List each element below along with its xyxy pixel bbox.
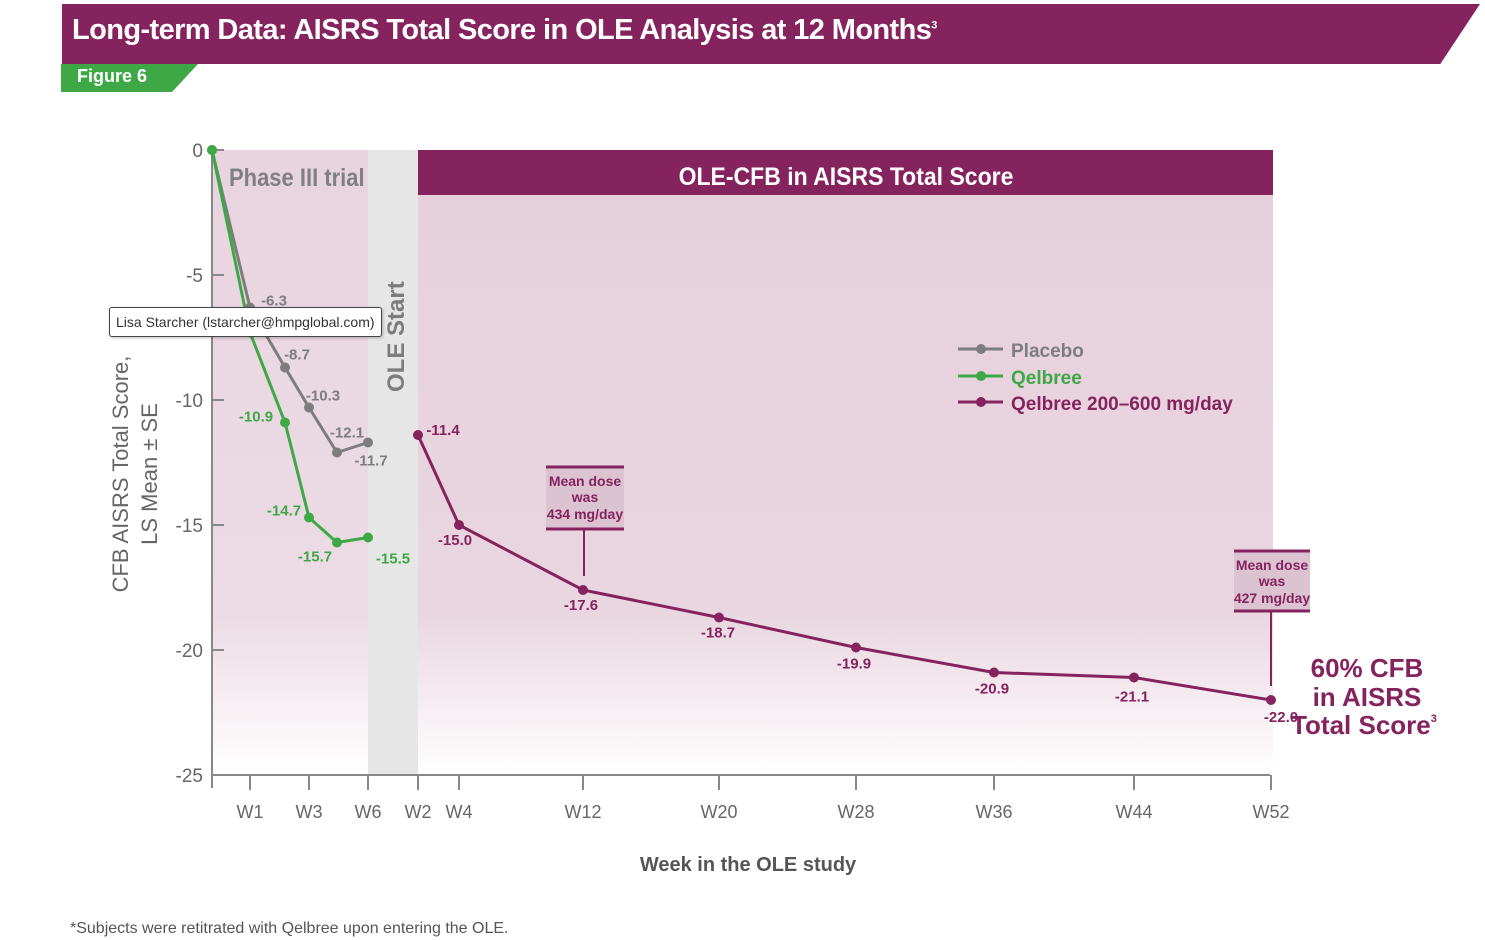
data-point-placebo: [280, 362, 290, 373]
x-tick-label: W1: [237, 802, 264, 822]
legend-label-placebo: Placebo: [1011, 341, 1084, 362]
x-tick-label: W36: [975, 802, 1012, 822]
x-tick-label: W52: [1252, 802, 1289, 822]
data-point-qelbree-dose: [578, 585, 588, 595]
data-label-placebo: -6.3: [261, 293, 287, 310]
series-line-qelbree: [210, 149, 369, 544]
ole-start-label: OLE Start: [383, 281, 410, 392]
x-tick-label: W4: [446, 802, 473, 822]
annotation-dose-427: Mean dose was 427 mg/day: [1234, 549, 1310, 613]
data-label-qelbree: -10.9: [239, 409, 273, 426]
data-point-placebo: [304, 402, 314, 413]
y-tick-label: 0: [192, 141, 203, 162]
data-point-qelbree: [207, 145, 217, 155]
annotation-1-line1: Mean dose: [549, 473, 622, 489]
annotation-2-line3: 427 mg/day: [1234, 590, 1310, 606]
x-axis-title: Week in the OLE study: [640, 854, 857, 876]
data-point-placebo: [363, 437, 373, 448]
x-tick-label: W44: [1115, 802, 1152, 822]
legend-item-qelbree-dose: Qelbree 200–600 mg/day: [958, 394, 1233, 415]
data-label-qelbree-dose: -19.9: [837, 656, 871, 673]
phase3-region: [213, 150, 368, 775]
x-tick-label: W6: [355, 802, 382, 822]
y-axis-title-line1: CFB AISRS Total Score,: [108, 356, 133, 593]
data-point-qelbree: [280, 417, 290, 428]
legend-item-placebo: Placebo: [958, 341, 1084, 362]
data-point-qelbree-dose: [413, 430, 423, 440]
data-label-qelbree-dose: -22.0: [1264, 709, 1298, 726]
data-point-qelbree-dose: [851, 642, 861, 653]
ole-title-bar: [418, 150, 1273, 195]
annotation-2-line1: Mean dose: [1236, 557, 1309, 573]
data-label-qelbree-dose: -20.9: [975, 681, 1009, 698]
data-label-placebo: -8.7: [284, 347, 310, 364]
callout-line2: in AISRS: [1313, 682, 1422, 712]
annotation-dose-434: Mean dose was 434 mg/day: [546, 465, 624, 531]
data-point-qelbree-dose: [714, 612, 724, 623]
data-point-qelbree-dose: [989, 667, 999, 678]
x-tick-label: W12: [564, 802, 601, 822]
legend-label-qelbree: Qelbree: [1011, 368, 1082, 389]
legend: Placebo Qelbree Qelbree 200–600 mg/day: [958, 341, 1233, 415]
ole-start-region: [368, 150, 418, 775]
figure-label: Figure 6: [77, 66, 148, 86]
legend-item-qelbree: Qelbree: [958, 368, 1082, 389]
legend-label-qelbree-dose: Qelbree 200–600 mg/day: [1011, 394, 1233, 415]
annotation-1-line2: was: [571, 489, 599, 505]
y-tick-label: -15: [176, 516, 203, 537]
cfb-callout: 60% CFB in AISRS Total Score3: [1291, 653, 1437, 740]
data-point-qelbree-dose: [1266, 695, 1276, 705]
data-label-qelbree-dose: -15.0: [438, 532, 472, 549]
x-tick-label: W2: [405, 802, 432, 822]
callout-line1: 60% CFB: [1311, 653, 1424, 683]
y-tick-label: -25: [176, 766, 203, 787]
y-tick-label: -5: [186, 266, 203, 287]
page-title: Long-term Data: AISRS Total Score in OLE…: [72, 14, 937, 46]
series-line-qelbree-dose: [416, 434, 1272, 702]
y-tick-label: -10: [176, 391, 203, 412]
phase3-label: Phase III trial: [229, 164, 365, 192]
data-label-qelbree-dose: -21.1: [1115, 689, 1149, 706]
data-label-qelbree-dose: -17.6: [564, 597, 598, 614]
data-point-qelbree: [332, 537, 342, 548]
data-label-qelbree-dose: -18.7: [701, 625, 735, 642]
x-tick-label: W3: [296, 802, 323, 822]
series-line-placebo: [210, 149, 369, 454]
data-point-qelbree-dose: [454, 520, 464, 530]
callout-line3: Total Score3: [1291, 710, 1437, 740]
ole-title: OLE-CFB in AISRS Total Score: [679, 163, 1014, 191]
data-label-placebo: -12.1: [330, 425, 364, 442]
user-tooltip: Lisa Starcher (lstarcher@hmpglobal.com): [109, 307, 382, 337]
y-axis-title-line2: LS Mean ± SE: [137, 403, 162, 545]
data-point-qelbree-dose: [1129, 672, 1139, 683]
x-tick-label: W28: [837, 802, 874, 822]
data-label-qelbree: -15.5: [376, 551, 410, 568]
figure-tag: [61, 64, 198, 92]
data-point-qelbree: [304, 512, 314, 523]
data-label-placebo: -11.7: [354, 453, 387, 470]
annotation-2-line2: was: [1258, 573, 1286, 589]
data-label-qelbree: -15.7: [298, 549, 332, 566]
y-tick-label: -20: [176, 641, 203, 662]
footnote: *Subjects were retitrated with Qelbree u…: [70, 920, 509, 937]
annotation-1-line3: 434 mg/day: [547, 506, 623, 522]
data-point-qelbree: [363, 532, 373, 543]
data-label-placebo: -10.3: [306, 388, 340, 405]
data-label-qelbree-dose: -11.4: [426, 422, 460, 439]
x-tick-label: W20: [700, 802, 737, 822]
data-label-qelbree: -14.7: [267, 503, 301, 520]
data-point-placebo: [332, 447, 342, 458]
title-banner: [62, 4, 1480, 64]
